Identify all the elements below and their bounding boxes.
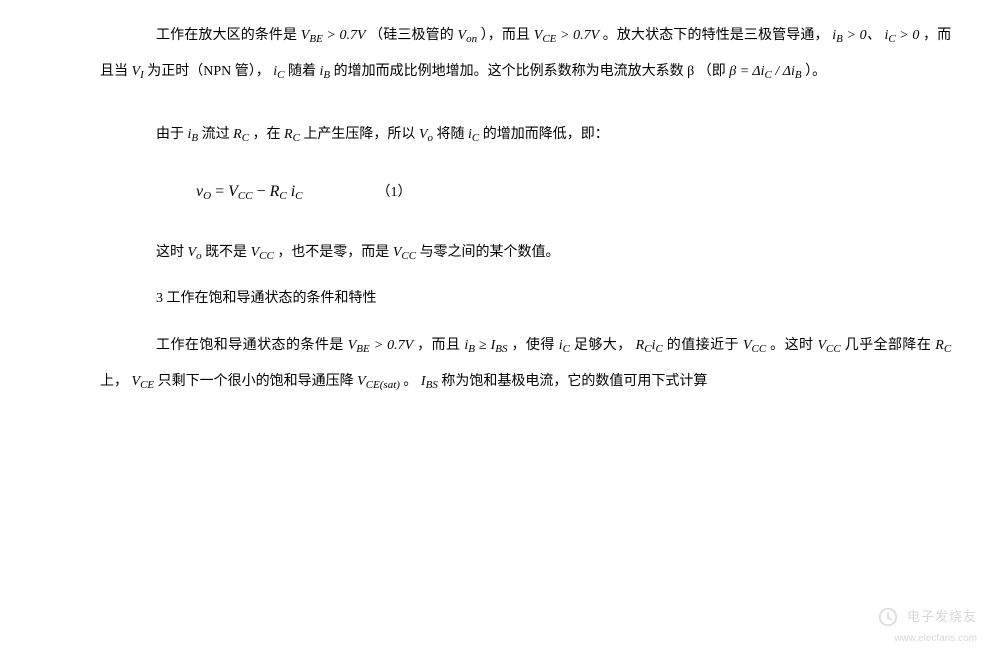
text: 只剩下一个很小的饱和导通压降 [158, 374, 354, 389]
formula-rc3: RC [935, 338, 951, 353]
text: 将随 [437, 127, 465, 142]
text: ）。 [805, 64, 826, 79]
formula-rcic: RCiC [636, 338, 663, 353]
formula-beta: β = ΔiC / ΔiB [729, 64, 801, 79]
text: 由于 [156, 127, 184, 142]
text: ，在 [253, 127, 281, 142]
formula-ic: iC > 0 [884, 28, 919, 43]
formula-vo: Vo [419, 127, 433, 142]
text: 既不是 [205, 245, 247, 260]
text: 的增加而降低，即： [483, 127, 609, 142]
formula-vo2: Vo [188, 245, 202, 260]
formula-vcc2: VCC [393, 245, 416, 260]
equation-1: vO = VCC − RC iC （1） [196, 171, 951, 213]
text: 随着 [288, 64, 316, 79]
section-3-heading: 3 工作在饱和导通状态的条件和特性 [100, 281, 951, 317]
watermark-text-cn: 电子发烧友 [907, 610, 977, 625]
text: （硅三极管的 [369, 28, 454, 43]
text: ，使得 [511, 338, 554, 353]
paragraph-3: 这时 Vo 既不是 VCC ，也不是零，而是 VCC 与零之间的某个数值。 [100, 235, 951, 271]
text: 。这时 [770, 338, 813, 353]
article-body: 工作在放大区的条件是 VBE > 0.7V （硅三极管的 Von ），而且 VC… [100, 18, 951, 410]
formula-ic4: iC [559, 338, 570, 353]
formula-vcc4: VCC [817, 338, 840, 353]
text: 上， [100, 374, 128, 389]
paragraph-1: 工作在放大区的条件是 VBE > 0.7V （硅三极管的 Von ），而且 VC… [100, 18, 951, 91]
formula-rc2: RC [284, 127, 300, 142]
text: 足够大， [574, 338, 632, 353]
formula-von: Von [458, 28, 478, 43]
formula-vce: VCE > 0.7V [534, 28, 599, 43]
formula-ib2: iB [319, 64, 330, 79]
formula-vcesat: VCE(sat) [357, 374, 400, 389]
paragraph-2: 由于 iB 流过 RC ，在 RC 上产生压降，所以 Vo 将随 iC 的增加而… [100, 117, 951, 153]
text: 这时 [156, 245, 184, 260]
text: 。放大状态下的特性是三极管导通， [603, 28, 829, 43]
text: 的值接近于 [667, 338, 739, 353]
text: 为正时（NPN 管）， [147, 64, 270, 79]
text: ，而且 [417, 338, 460, 353]
formula-ib3: iB [188, 127, 199, 142]
watermark: 电子发烧友 www.elecfans.com [877, 606, 977, 646]
text: 称为饱和基极电流，它的数值可用下式计算 [441, 374, 707, 389]
text: 。 [403, 374, 417, 389]
paragraph-4: 工作在饱和导通状态的条件是 VBE > 0.7V ，而且 iB ≥ IBS ，使… [100, 328, 951, 401]
logo-icon [877, 609, 907, 626]
formula-ibs: IBS [421, 374, 438, 389]
formula-vi: VI [132, 64, 144, 79]
formula-vce2: VCE [132, 374, 155, 389]
text: 几乎全部降在 [845, 338, 932, 353]
formula-vbe: VBE > 0.7V [301, 28, 366, 43]
formula-rc: RC [233, 127, 249, 142]
formula-ib-ibs: iB ≥ IBS [464, 338, 507, 353]
text: ，也不是零，而是 [277, 245, 389, 260]
watermark-text-url: www.elecfans.com [894, 633, 977, 644]
formula-vcc: VCC [251, 245, 274, 260]
formula-ic2: iC [273, 64, 284, 79]
text: 工作在饱和导通状态的条件是 [156, 338, 344, 353]
text: 的增加而成比例地增加。这个比例系数称为电流放大系数 β （即 [334, 64, 726, 79]
text: 与零之间的某个数值。 [420, 245, 560, 260]
text: ），而且 [481, 28, 530, 43]
formula-ib: iB > 0、 [832, 28, 881, 43]
formula-vbe2: VBE > 0.7V [348, 338, 413, 353]
text: 流过 [202, 127, 230, 142]
formula-ic3: iC [468, 127, 479, 142]
text: 上产生压降，所以 [303, 127, 415, 142]
equation-number: （1） [377, 185, 412, 200]
formula-vcc3: VCC [743, 338, 766, 353]
text: 工作在放大区的条件是 [156, 28, 297, 43]
